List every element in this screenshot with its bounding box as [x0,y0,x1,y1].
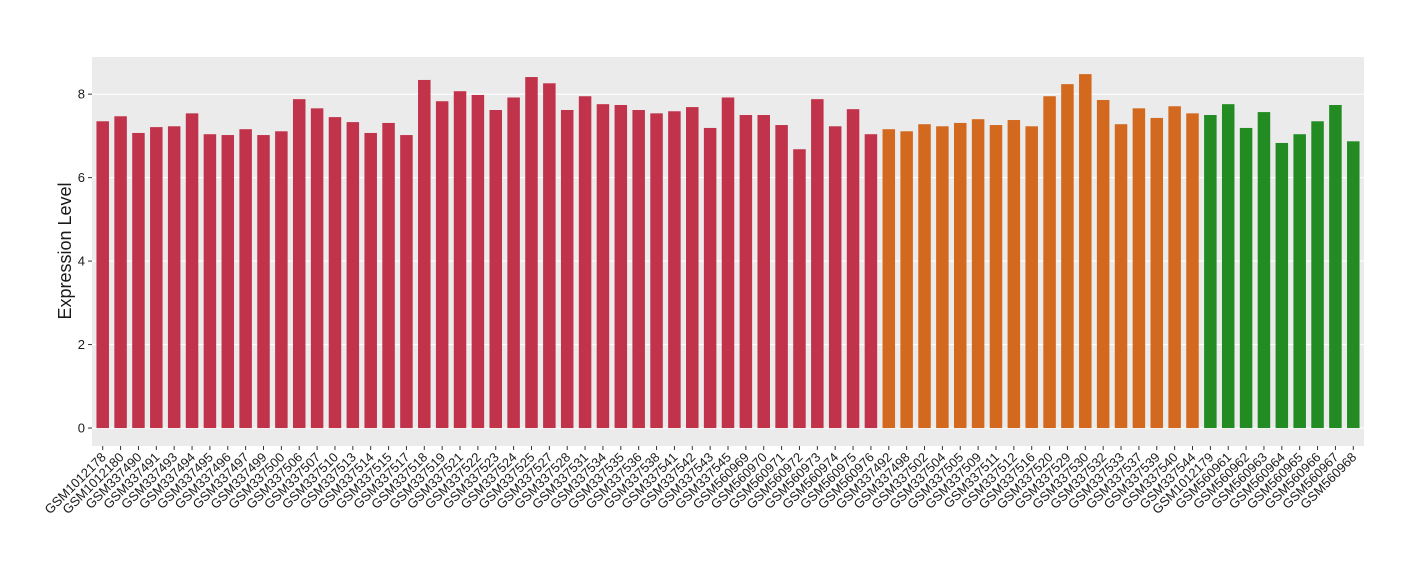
bar [1186,113,1199,429]
bar [882,129,896,429]
bar [489,110,503,429]
bar [1347,141,1360,429]
bar [328,117,342,429]
bar [543,83,556,429]
bar [864,134,878,429]
bar [703,127,717,429]
bar [418,79,431,429]
bar [578,96,592,429]
bar [721,97,735,429]
bar [525,77,538,429]
bar [560,110,574,429]
y-tick-label: 4 [78,254,85,269]
bar [846,109,860,429]
bar [1043,96,1056,429]
bar [471,94,485,429]
bar [775,125,788,429]
bar [310,108,324,429]
bar [435,101,449,429]
bar [221,135,235,429]
bar [364,132,377,429]
bar [1007,120,1021,429]
bar [1150,117,1164,429]
bar [453,91,467,429]
bar [971,119,985,429]
y-tick-label: 0 [78,421,85,436]
bar [918,124,931,429]
bar [150,127,163,429]
bar [1096,99,1110,429]
bar [936,126,949,429]
bar [953,122,967,429]
bar [507,97,520,429]
bar [1132,108,1146,429]
bar [1114,124,1128,429]
bar [400,135,413,429]
bar [1257,112,1271,429]
bar [1168,106,1181,429]
bar [757,115,770,429]
bar [1061,84,1074,429]
bar [1311,121,1324,429]
bar [257,135,270,429]
bar [132,132,145,429]
bar [828,126,842,429]
y-tick-label: 2 [78,337,85,352]
bar [275,131,288,429]
bar [1275,142,1289,429]
bar [632,110,645,429]
bar [1239,127,1253,429]
bar [811,99,824,429]
y-axis-title: Expression Level [55,182,75,319]
y-tick-label: 8 [78,87,85,102]
bar [668,111,681,429]
bar [1329,104,1342,429]
bar [292,99,306,429]
bar [739,115,753,429]
bar [614,104,628,429]
bar [185,113,199,429]
bar [1221,104,1235,429]
bar [1025,126,1038,429]
bar [167,126,181,429]
bar [793,149,806,429]
bar [96,121,109,429]
bar [1079,74,1092,429]
bar [900,131,913,429]
bar [382,122,395,429]
bar [114,116,127,429]
bar [650,113,663,429]
bar [239,129,252,429]
bar [346,122,360,429]
bar [1204,115,1217,429]
bar [596,104,610,429]
bar [1293,134,1306,429]
bar [989,125,1003,429]
bar [686,107,699,429]
y-tick-label: 6 [78,170,85,185]
bar [203,134,217,429]
